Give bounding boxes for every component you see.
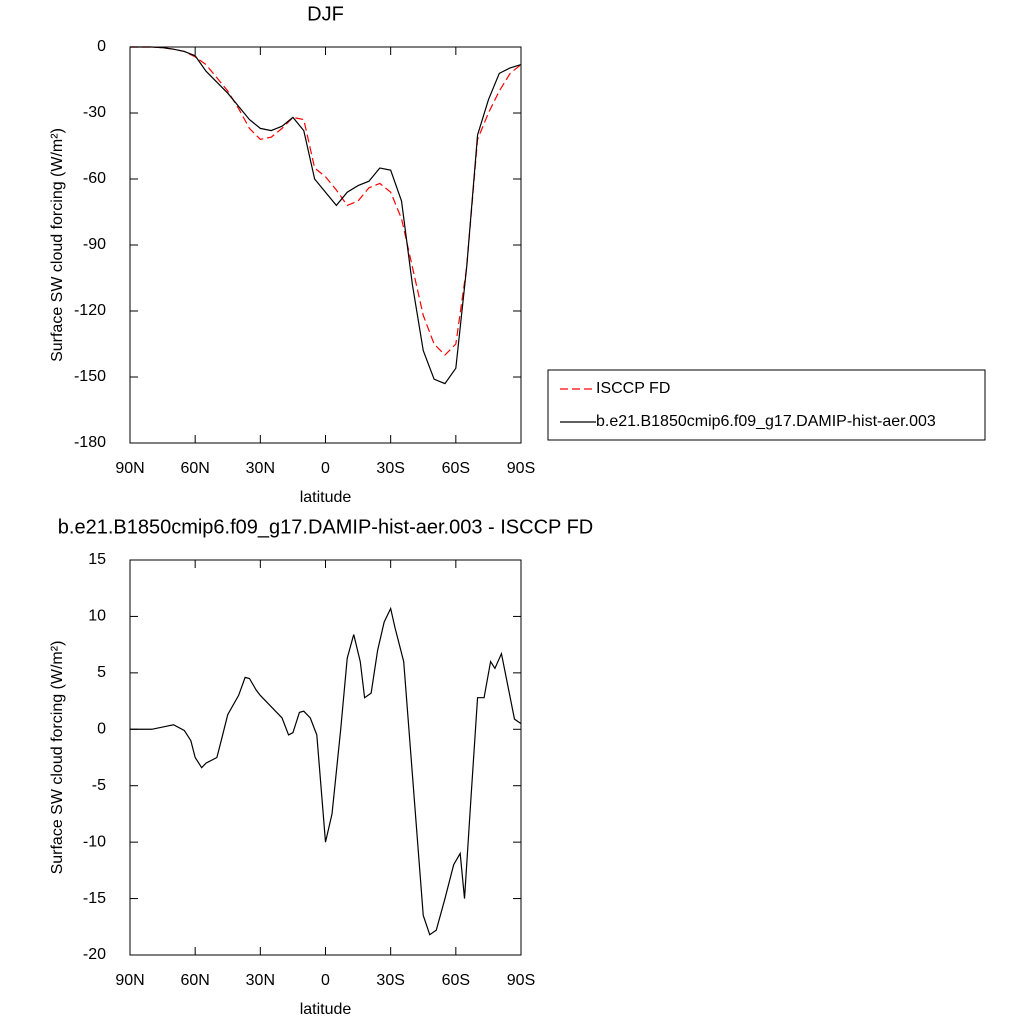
chart-title: DJF: [307, 3, 344, 25]
y-tick-label: -30: [83, 104, 106, 121]
x-axis-label: latitude: [300, 1001, 352, 1018]
line-series: [130, 46, 522, 385]
x-tick-label: 0: [321, 460, 330, 477]
x-tick-label: 90S: [507, 972, 535, 989]
y-tick-label: -90: [83, 236, 106, 253]
y-tick-label: -20: [83, 946, 106, 963]
legend-box: [547, 369, 986, 441]
y-axis-label: Surface SW cloud forcing (W/m²): [49, 128, 66, 362]
line-series: [130, 46, 522, 356]
line-series: [130, 606, 522, 936]
y-tick-label: 0: [97, 38, 106, 55]
plot-frame: [129, 559, 522, 956]
x-tick-label: 30S: [376, 972, 404, 989]
y-tick-label: -10: [83, 833, 106, 850]
x-tick-label: 60S: [442, 460, 470, 477]
y-tick-label: -15: [83, 890, 106, 907]
y-tick-label: -60: [83, 170, 106, 187]
x-tick-label: 90N: [115, 460, 144, 477]
x-tick-label: 30S: [376, 460, 404, 477]
y-tick-label: 5: [97, 664, 106, 681]
y-tick-label: -180: [74, 434, 106, 451]
y-tick-label: -5: [92, 777, 106, 794]
y-tick-label: -150: [74, 368, 106, 385]
chart-title: b.e21.B1850cmip6.f09_g17.DAMIP-hist-aer.…: [58, 516, 593, 538]
y-axis-label: Surface SW cloud forcing (W/m²): [49, 641, 66, 875]
x-tick-label: 0: [321, 972, 330, 989]
legend: ISCCP FD b.e21.B1850cmip6.f09_g17.DAMIP-h…: [547, 369, 986, 441]
y-tick-label: -120: [74, 302, 106, 319]
y-tick-label: 0: [97, 721, 106, 738]
y-tick-label: 15: [88, 551, 106, 568]
plot-frame: [129, 46, 522, 444]
x-tick-label: 30N: [246, 972, 275, 989]
y-tick-label: 10: [88, 608, 106, 625]
x-tick-label: 60N: [180, 460, 209, 477]
x-tick-label: 60N: [180, 972, 209, 989]
legend-label: ISCCP FD: [596, 380, 670, 397]
x-tick-label: 90N: [115, 972, 144, 989]
x-tick-label: 30N: [246, 460, 275, 477]
x-tick-label: 90S: [507, 460, 535, 477]
legend-label: b.e21.B1850cmip6.f09_g17.DAMIP-hist-aer.…: [596, 413, 936, 430]
x-tick-label: 60S: [442, 972, 470, 989]
x-axis-label: latitude: [300, 489, 352, 506]
